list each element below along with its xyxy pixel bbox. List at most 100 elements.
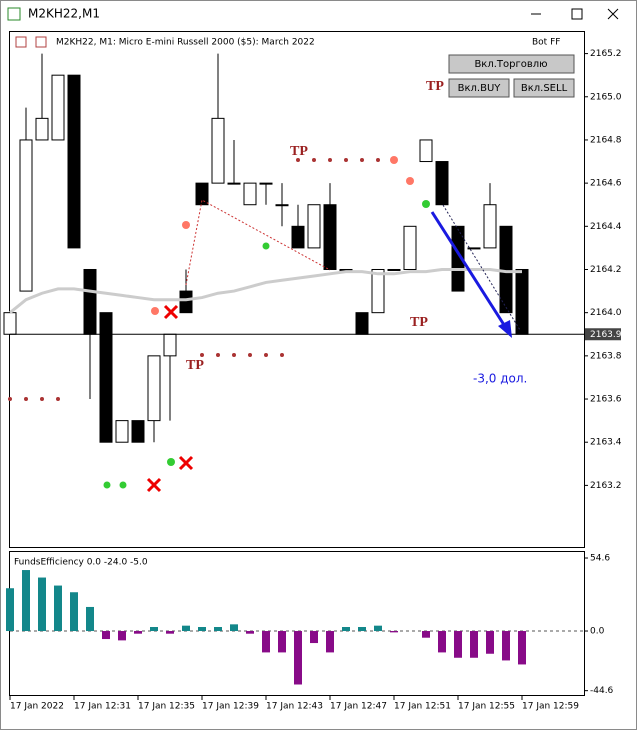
candle-body — [195, 182, 209, 206]
histogram-bar — [390, 631, 398, 633]
candle-body — [131, 420, 145, 443]
maximize-button[interactable] — [571, 8, 583, 20]
y-tick-label: 2163.4 — [590, 438, 622, 448]
candle-body — [179, 290, 193, 314]
exit-dot — [151, 307, 159, 315]
tp-label: TP — [186, 358, 204, 373]
candle-body — [99, 312, 113, 443]
moving-average — [9, 267, 522, 314]
sell-button[interactable] — [513, 78, 575, 98]
histogram-bar — [326, 631, 334, 653]
candle-body — [275, 204, 289, 207]
exit-dot — [390, 156, 398, 164]
chart-icon — [15, 36, 27, 48]
candle-body — [211, 117, 225, 184]
candle-body — [467, 247, 481, 250]
x-tick-label: 17 Jan 12:55 — [458, 702, 515, 712]
indicator-title: FundsEfficiency 0.0 -24.0 -5.0 — [14, 558, 148, 568]
y-tick-label: 2163.8 — [590, 351, 622, 361]
y-tick-label: -44.6 — [590, 686, 614, 696]
histogram-bar — [134, 631, 142, 634]
button-label: Вкл.SELL — [521, 83, 568, 94]
y-tick-label: 2164.4 — [590, 222, 622, 232]
histogram-bar — [374, 625, 382, 632]
histogram-bar — [470, 631, 478, 658]
histogram-bar — [230, 624, 238, 632]
candle-body — [163, 333, 177, 357]
candle-body — [291, 225, 305, 249]
y-tick-label: 2164.2 — [590, 265, 622, 275]
candle-body — [19, 139, 33, 292]
close-button[interactable] — [607, 8, 619, 20]
candle-body — [515, 268, 529, 335]
exit-dot — [182, 221, 190, 229]
histogram-bar — [70, 592, 78, 632]
candle-body — [67, 74, 81, 249]
result-arrow — [430, 211, 508, 329]
button-label: Вкл.BUY — [458, 83, 502, 94]
candle-body — [483, 204, 497, 249]
candle-body — [387, 268, 401, 271]
trade-overlay: TP TP TP TP -3,0 дол. — [8, 79, 527, 493]
candle-body — [35, 117, 49, 141]
histogram-bar — [86, 606, 94, 632]
trade-button[interactable] — [448, 54, 575, 74]
x-tick-label: 17 Jan 12:39 — [202, 702, 259, 712]
tp-label: TP — [410, 315, 428, 330]
bot-label: Bot FF — [532, 38, 560, 48]
app-icon — [7, 7, 21, 21]
current-price-box — [585, 328, 621, 341]
histogram-bar — [342, 627, 350, 632]
candle-body — [307, 204, 321, 249]
y-tick-label: 2163.6 — [590, 395, 622, 405]
histogram-bar — [438, 631, 446, 653]
histogram-bar — [294, 631, 302, 685]
button-label: Вкл.Торговлю — [474, 59, 547, 70]
x-tick-label: 17 Jan 12:31 — [74, 702, 131, 712]
y-tick-label: 54.6 — [590, 554, 610, 564]
x-tick-label: 17 Jan 12:51 — [394, 702, 451, 712]
candle-body — [83, 268, 97, 335]
candle-body — [355, 312, 369, 335]
entry-dot — [167, 458, 175, 466]
histogram-bar — [422, 631, 430, 638]
histogram-bar — [6, 588, 14, 632]
candle-body — [259, 182, 273, 185]
histogram-bar — [118, 631, 126, 641]
histogram-bar — [182, 625, 190, 632]
histogram-bar — [486, 631, 494, 654]
y-tick-label: 2165.2 — [590, 49, 622, 59]
y-tick-label: 2164.0 — [590, 308, 622, 318]
arrow-head — [498, 320, 512, 338]
histogram-bar — [502, 631, 510, 661]
x-tick-label: 17 Jan 2022 — [10, 702, 64, 712]
y-tick-label: 2164.6 — [590, 179, 622, 189]
candle-body — [227, 182, 241, 185]
candle-body — [419, 139, 433, 163]
chart-icon — [35, 36, 47, 48]
candle-body — [451, 225, 465, 292]
tp-label: TP — [426, 79, 444, 94]
y-tick-label: 0.0 — [590, 627, 605, 637]
stop-cross — [146, 304, 194, 493]
buy-button[interactable] — [448, 78, 510, 98]
candle-body — [371, 268, 385, 314]
histogram-bar — [246, 631, 254, 634]
y-tick-label: 2163.2 — [590, 481, 622, 491]
histogram-bar — [310, 631, 318, 644]
x-tick-label: 17 Jan 12:59 — [522, 702, 579, 712]
histogram-bar — [150, 627, 158, 632]
candle-body — [51, 74, 65, 141]
histogram-bar — [262, 631, 270, 653]
candle-body — [147, 355, 161, 422]
y-tick-label: 2164.8 — [590, 135, 622, 145]
candle-body — [3, 312, 17, 335]
x-tick-label: 17 Jan 12:43 — [266, 702, 323, 712]
histogram-bar — [518, 631, 526, 665]
x-tick-label: 17 Jan 12:47 — [330, 702, 387, 712]
candle-body — [243, 182, 257, 206]
trade-line — [185, 199, 331, 286]
candle-body — [403, 225, 417, 270]
histogram-bar — [54, 585, 62, 632]
